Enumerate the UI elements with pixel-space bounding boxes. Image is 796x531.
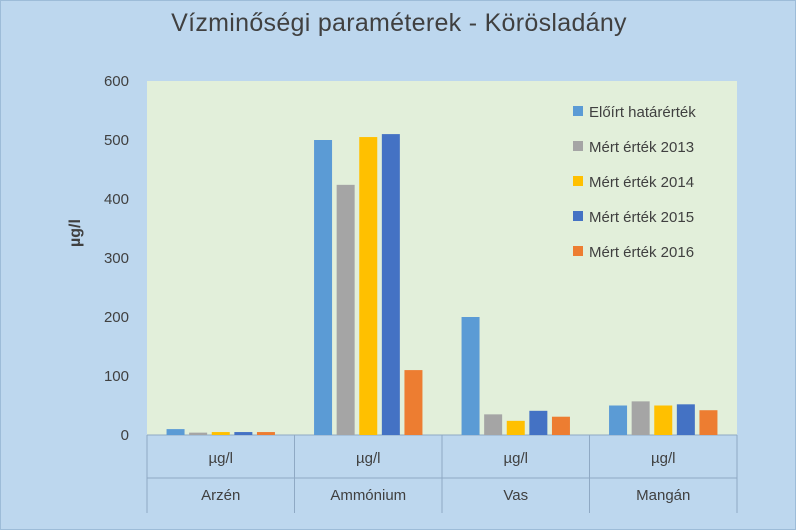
x-unit-label: µg/l (209, 450, 234, 467)
x-unit-label: µg/l (651, 450, 676, 467)
y-tick-label: 300 (104, 250, 129, 267)
y-tick-label: 100 (104, 368, 129, 385)
y-tick-label: 500 (104, 132, 129, 149)
x-category-label: Mangán (636, 487, 690, 504)
legend-label: Mért érték 2013 (589, 139, 694, 156)
y-axis-title: µg/l (67, 219, 84, 247)
bar-2-3 (484, 414, 503, 435)
plot-area (147, 81, 737, 435)
bar-5-4 (699, 410, 718, 435)
x-unit-label: µg/l (356, 450, 381, 467)
legend-label: Mért érték 2015 (589, 209, 694, 226)
legend-swatch (573, 141, 583, 151)
legend-label: Mért érték 2016 (589, 244, 694, 261)
bar-1-4 (609, 405, 628, 435)
bar-2-4 (631, 401, 650, 435)
bar-4-1 (234, 432, 253, 435)
bar-3-1 (211, 432, 230, 435)
y-tick-label: 400 (104, 191, 129, 208)
bar-4-3 (529, 410, 548, 435)
bar-3-3 (506, 420, 525, 435)
y-tick-label: 600 (104, 73, 129, 90)
chart-title: Vízminőségi paraméterek - Körösladány (171, 9, 627, 37)
bar-1-3 (461, 317, 480, 435)
bar-1-2 (314, 140, 333, 435)
bar-5-2 (404, 370, 423, 435)
legend-swatch (573, 106, 583, 116)
bar-2-2 (336, 184, 355, 435)
legend-swatch (573, 211, 583, 221)
x-category-label: Ammónium (330, 487, 406, 504)
bar-4-2 (381, 134, 400, 435)
y-tick-label: 0 (121, 427, 129, 444)
x-category-label: Vas (503, 487, 528, 504)
x-category-label: Arzén (201, 487, 240, 504)
legend-label: Előírt határérték (589, 104, 696, 121)
bar-3-2 (359, 137, 378, 436)
y-tick-label: 200 (104, 309, 129, 326)
bar-1-1 (166, 429, 185, 435)
bar-5-3 (551, 416, 570, 435)
bar-4-4 (676, 404, 695, 435)
bar-3-4 (654, 405, 673, 435)
x-unit-label: µg/l (504, 450, 529, 467)
legend-swatch (573, 246, 583, 256)
bar-5-1 (256, 432, 275, 435)
legend-swatch (573, 176, 583, 186)
bar-2-1 (189, 432, 208, 435)
legend-label: Mért érték 2014 (589, 174, 694, 191)
